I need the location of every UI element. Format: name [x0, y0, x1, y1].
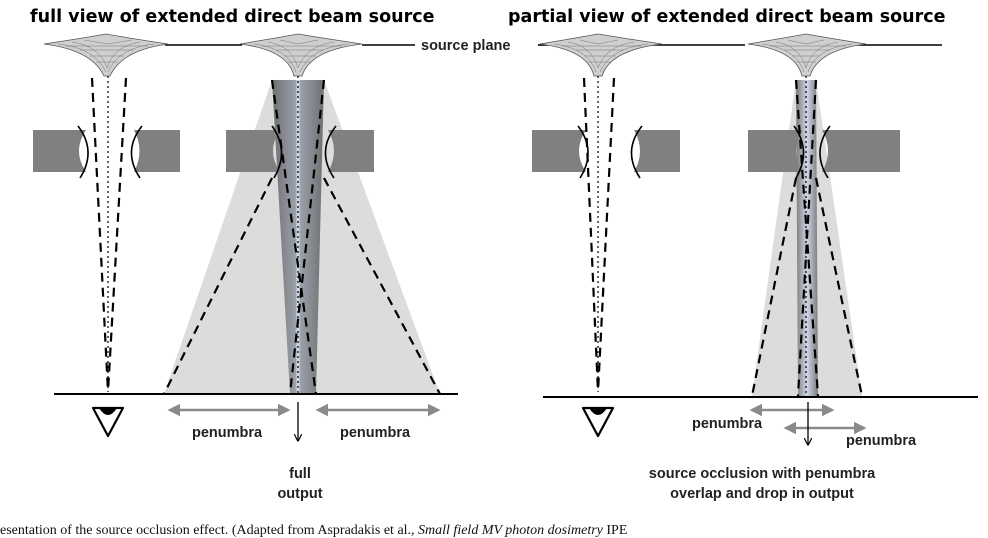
collimator-jaws	[33, 130, 900, 172]
penumbra-label-right: penumbra	[340, 425, 411, 441]
penumbra-label-right: penumbra	[846, 433, 917, 449]
penumbra-label-left: penumbra	[192, 425, 263, 441]
source-plane-label: source plane	[421, 38, 510, 54]
output-label-line2: output	[277, 486, 322, 502]
penumbra-label-left: penumbra	[692, 416, 763, 432]
output-label-line2: overlap and drop in output	[670, 486, 854, 502]
central-axis	[107, 76, 807, 396]
output-label-line1: source occlusion with penumbra	[649, 466, 876, 482]
left-panel-title: full view of extended direct beam source	[30, 7, 435, 27]
collimator-edge-arcs	[77, 125, 831, 179]
eye-icon	[91, 406, 125, 438]
figure-caption: esentation of the source occlusion effec…	[0, 523, 627, 538]
eye-icon	[581, 406, 615, 438]
source-mesh	[539, 33, 663, 77]
caption-text-end: IPE	[603, 523, 628, 538]
output-label-line1: full	[289, 466, 311, 482]
source-mesh	[43, 33, 169, 77]
beam-edge-lines	[90, 77, 864, 397]
caption-text-italic: Small field MV photon dosimetry	[418, 523, 604, 538]
source-mesh	[747, 33, 867, 77]
right-panel-title: partial view of extended direct beam sou…	[508, 7, 946, 27]
source-mesh	[239, 33, 363, 77]
caption-text-start: esentation of the source occlusion effec…	[0, 523, 418, 538]
